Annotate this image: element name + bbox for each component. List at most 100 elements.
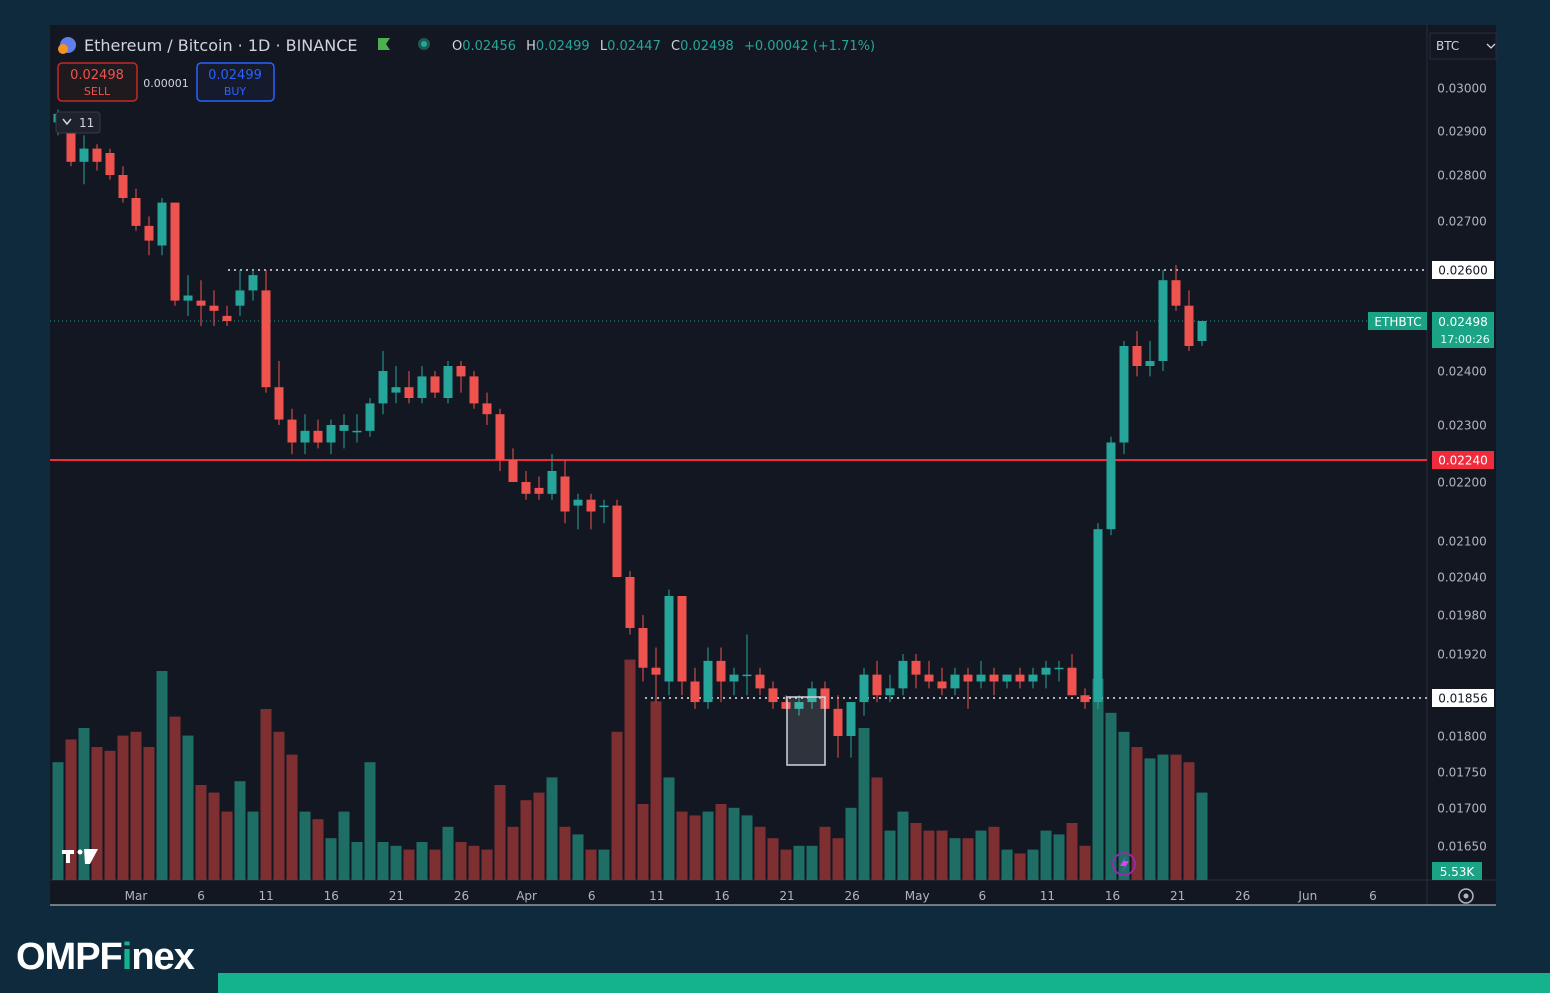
volume-bar	[910, 823, 922, 880]
candle	[729, 667, 739, 696]
volume-bar	[143, 747, 155, 880]
level-label-bg	[1432, 261, 1494, 279]
candle	[1132, 331, 1142, 377]
level-label-bg	[1432, 451, 1494, 469]
volume-bar	[351, 842, 363, 880]
candle	[534, 476, 544, 500]
volume-bar	[871, 777, 883, 880]
candle	[950, 667, 960, 696]
last-price-marker: ETHBTC 0.02498 17:00:26	[1368, 312, 1494, 348]
candle	[937, 667, 947, 696]
volume-bar	[169, 716, 181, 880]
volume-bar	[1170, 754, 1182, 880]
time-tick-label: 26	[844, 889, 859, 903]
btc-logo-icon	[58, 44, 68, 54]
time-tick-label: 16	[324, 889, 339, 903]
level-label: 0.02600	[1438, 264, 1488, 278]
tradingview-logo-icon	[62, 849, 98, 864]
candle	[1093, 523, 1103, 709]
volume-bar	[260, 709, 272, 880]
candle	[846, 702, 856, 758]
volume-bars	[52, 659, 1208, 880]
time-tick-label: 11	[1040, 889, 1055, 903]
ohlc-values: O0.02456 H0.02499 L0.02447 C0.02498 +0.0…	[452, 39, 875, 54]
candle	[105, 148, 115, 180]
volume-bar	[1183, 762, 1195, 880]
volume-bar	[949, 838, 961, 880]
highlight-box	[786, 696, 826, 766]
candle	[1015, 667, 1025, 689]
price-tick-label: 0.01700	[1437, 802, 1487, 816]
volume-bar	[364, 762, 376, 880]
volume-bar	[312, 819, 324, 880]
price-tick-label: 0.02300	[1437, 419, 1487, 433]
candle	[651, 647, 661, 703]
volume-bar	[429, 849, 441, 880]
volume-bar	[1144, 758, 1156, 880]
volume-bar	[1105, 712, 1117, 880]
volume-bar	[650, 701, 662, 880]
volume-bar	[208, 792, 220, 880]
volume-bar	[338, 811, 350, 880]
volume-bar	[65, 739, 77, 880]
sell-price: 0.02498	[70, 68, 124, 83]
volume-bar	[806, 845, 818, 880]
sell-label: SELL	[84, 85, 111, 98]
volume-bar	[286, 754, 298, 880]
lightning-icon[interactable]	[1112, 852, 1136, 876]
candle	[898, 654, 908, 696]
last-price-badge	[1432, 312, 1494, 348]
volume-bar	[1118, 731, 1130, 880]
volume-bar	[52, 762, 64, 880]
candle	[989, 667, 999, 696]
volume-bar	[988, 826, 1000, 880]
volume-bar	[884, 830, 896, 880]
volume-bar	[858, 728, 870, 880]
time-tick-label: Jun	[1297, 889, 1317, 903]
volume-bar	[390, 845, 402, 880]
volume-bar	[182, 735, 194, 880]
candle	[131, 188, 141, 231]
candle	[352, 414, 362, 443]
volume-bar	[1014, 853, 1026, 880]
settings-gear-icon[interactable]	[1458, 888, 1474, 904]
buy-button[interactable]: 0.02499 BUY	[196, 62, 275, 102]
volume-bar	[819, 826, 831, 880]
candle	[417, 366, 427, 404]
chevron-down-icon	[62, 118, 72, 126]
indicators-toggle[interactable]: 11	[55, 111, 101, 134]
volume-bar	[1196, 792, 1208, 880]
volume-bar	[767, 838, 779, 880]
time-tick-label: May	[905, 889, 930, 903]
candle	[482, 392, 492, 425]
symbol-badge-text: ETHBTC	[1374, 315, 1421, 329]
candle	[677, 596, 687, 696]
volume-bar	[676, 811, 688, 880]
volume-bar	[520, 800, 532, 880]
candle	[92, 144, 102, 171]
candle	[612, 499, 622, 577]
volume-bar	[845, 807, 857, 880]
currency-select[interactable]: BTC	[1429, 32, 1497, 60]
volume-bar	[559, 826, 571, 880]
sell-button[interactable]: 0.02498 SELL	[57, 62, 138, 102]
price-tick-label: 0.02040	[1437, 571, 1487, 585]
price-tick-label: 0.02900	[1437, 125, 1487, 139]
volume-bar	[234, 781, 246, 880]
time-tick-label: 16	[714, 889, 729, 903]
candle	[456, 361, 466, 393]
price-tick-label: 0.02800	[1437, 169, 1487, 183]
price-tick-label: 0.02200	[1437, 476, 1487, 490]
price-tick-label: 0.02100	[1437, 535, 1487, 549]
chart-header: Ethereum / Bitcoin · 1D · BINANCE O0.024…	[58, 36, 875, 55]
volume-bar	[546, 777, 558, 880]
candle	[1145, 341, 1155, 377]
candle	[1054, 660, 1064, 682]
candle	[703, 647, 713, 709]
volume-bar	[273, 731, 285, 880]
volume-bar	[975, 830, 987, 880]
volume-bar	[702, 811, 714, 880]
symbol-title: Ethereum / Bitcoin · 1D · BINANCE	[84, 36, 357, 55]
volume-bar	[793, 845, 805, 880]
